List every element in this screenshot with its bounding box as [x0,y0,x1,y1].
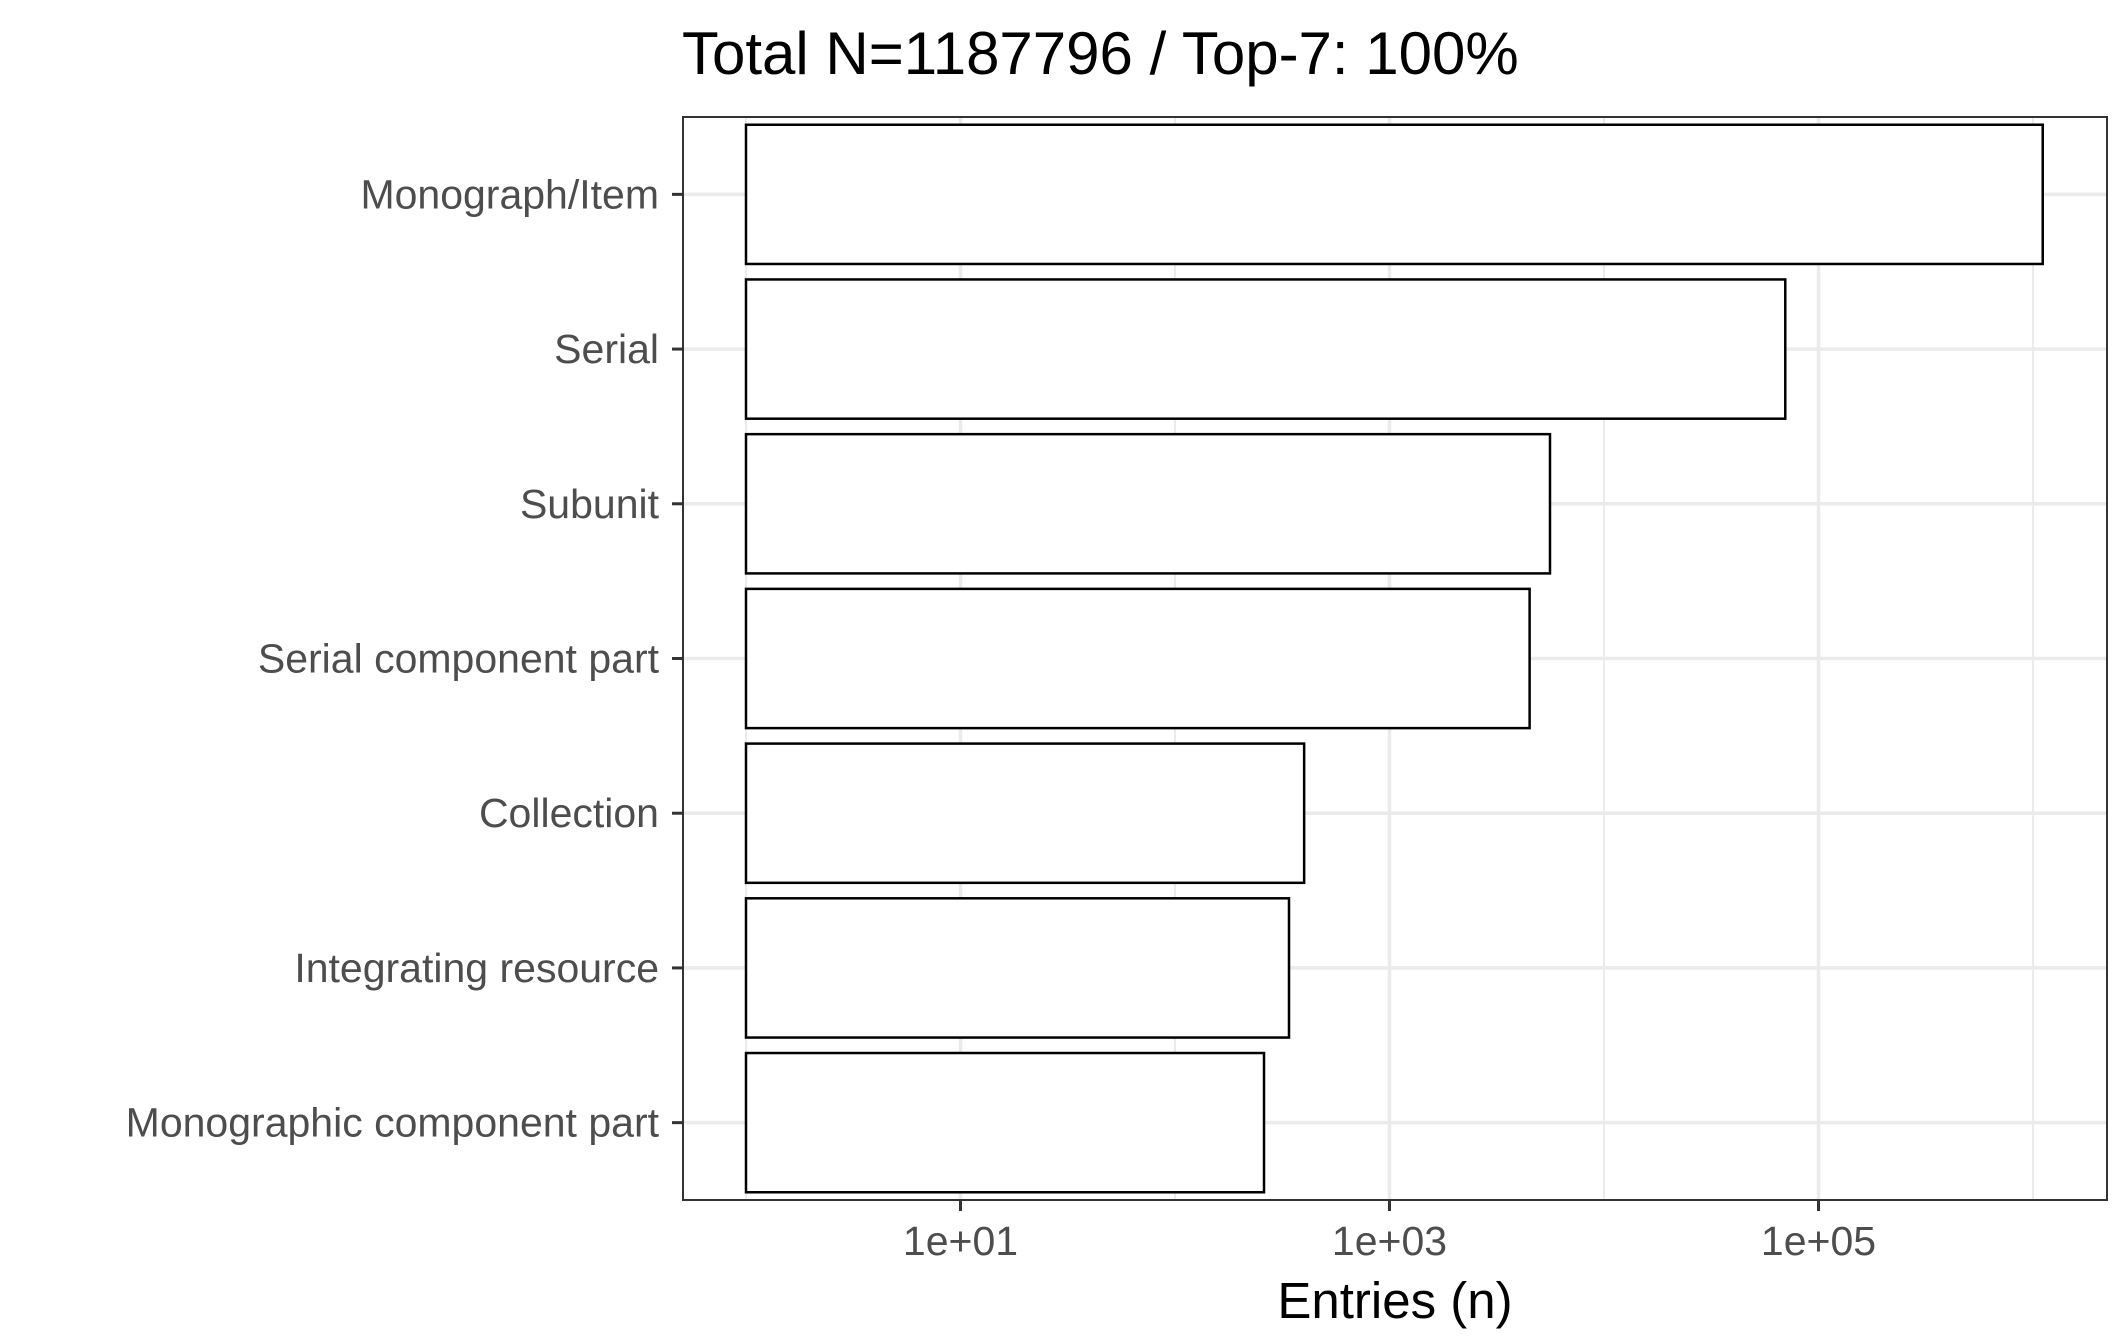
y-tick-label: Integrating resource [294,945,659,991]
y-tick-label: Subunit [520,481,660,527]
y-tick-label: Serial component part [258,636,660,682]
x-axis-title: Entries (n) [1277,1272,1512,1329]
y-tick-label: Collection [479,790,659,836]
y-axis: Monograph/Item Serial Subunit Serial compon… [126,171,683,1146]
y-tick-label: Serial [554,326,659,372]
bar-serial-component-part [744,587,1531,730]
x-tick-label: 1e+03 [1332,1218,1447,1264]
chart-title: Total N=1187796 / Top-7: 100% [682,20,1519,87]
bar-integrating-resource [744,897,1291,1039]
bars [744,123,2044,1194]
x-tick-label: 1e+01 [903,1218,1018,1264]
bar-collection [744,742,1306,885]
bar-monographic-component-part [744,1051,1266,1194]
y-tick-label: Monographic component part [126,1100,660,1146]
bar-monograph-item [744,123,2044,266]
bar-serial [744,278,1787,420]
x-axis: 1e+01 1e+03 1e+05 [903,1200,1876,1264]
y-tick-label: Monograph/Item [360,171,659,217]
bar-subunit [744,432,1552,575]
x-tick-label: 1e+05 [1761,1218,1876,1264]
